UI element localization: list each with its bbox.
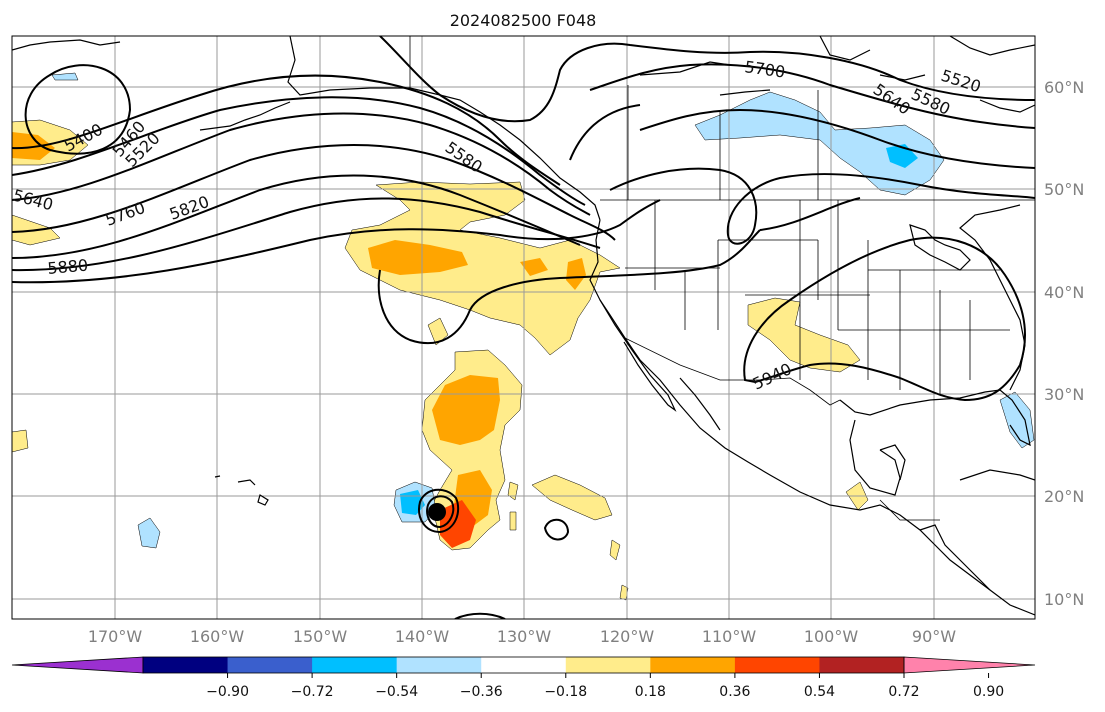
colorbar-extend-high bbox=[903, 656, 1036, 674]
lon-label: 160°W bbox=[190, 627, 245, 646]
positive-anomaly-patch-small-2 bbox=[609, 539, 621, 561]
colorbar-bin bbox=[481, 657, 567, 673]
orange-anomaly-coast-patch bbox=[566, 258, 586, 290]
colorbar-frame bbox=[142, 656, 905, 674]
lat-label: 30°N bbox=[1044, 385, 1084, 404]
red-anomaly-core-hurricane bbox=[440, 500, 476, 548]
colorbar-tick-label: −0.18 bbox=[544, 684, 587, 700]
positive-anomaly-patch-west-edge-2 bbox=[12, 429, 29, 453]
political-borders bbox=[409, 36, 1035, 521]
longitude-labels: 170°W 160°W 150°W 140°W 130°W 120°W 110°… bbox=[88, 627, 956, 646]
colorbar-tick-label: 0.54 bbox=[804, 684, 835, 700]
lon-label: 100°W bbox=[804, 627, 859, 646]
lon-label: 150°W bbox=[293, 627, 348, 646]
negative-anomaly-patch-bering bbox=[51, 72, 79, 81]
colorbar-tick-label: −0.54 bbox=[375, 684, 418, 700]
colorbar-bin bbox=[734, 657, 820, 673]
colorbar-tick-label: 0.18 bbox=[635, 684, 666, 700]
colorbar-bin bbox=[227, 657, 313, 673]
anomaly-shading bbox=[12, 72, 1035, 601]
lat-label: 10°N bbox=[1044, 590, 1084, 609]
lon-label: 90°W bbox=[912, 627, 956, 646]
colorbar-tick-label: 0.90 bbox=[973, 684, 1004, 700]
lat-label: 40°N bbox=[1044, 283, 1084, 302]
lon-label: 110°W bbox=[702, 627, 757, 646]
colorbar-tick-label: −0.72 bbox=[291, 684, 334, 700]
hurricane-center-marker bbox=[428, 503, 446, 521]
colorbar-tick-label: 0.72 bbox=[888, 684, 919, 700]
colorbar-bin bbox=[143, 657, 229, 673]
orange-anomaly-core-subtropical bbox=[432, 375, 500, 445]
negative-anomaly-patch-hawaii bbox=[137, 517, 161, 549]
contour-label: 5880 bbox=[47, 256, 89, 278]
lon-label: 130°W bbox=[497, 627, 552, 646]
colorbar-bin bbox=[312, 657, 398, 673]
colorbar-bin bbox=[819, 657, 905, 673]
lon-label: 140°W bbox=[395, 627, 450, 646]
negative-anomaly-region-canada bbox=[694, 91, 945, 196]
positive-anomaly-patch-small-3 bbox=[619, 584, 629, 601]
height-contours bbox=[12, 36, 1035, 619]
colorbar-bin bbox=[396, 657, 482, 673]
map-frame bbox=[11, 35, 1036, 620]
colorbar-tick-label: −0.90 bbox=[206, 684, 249, 700]
colorbar-bin bbox=[565, 657, 651, 673]
latitude-labels: 60°N 50°N 40°N 30°N 20°N 10°N bbox=[1044, 78, 1084, 609]
graticule bbox=[12, 36, 1035, 619]
orange-anomaly-southwest-us bbox=[800, 345, 850, 368]
positive-anomaly-patch-east-pacific bbox=[531, 474, 613, 521]
colorbar: −0.90 −0.72 −0.54 −0.36 −0.18 0.18 0.36 0.54 0.7… bbox=[11, 656, 1036, 700]
map-panel bbox=[11, 35, 1036, 620]
lon-label: 120°W bbox=[600, 627, 655, 646]
lon-label: 170°W bbox=[88, 627, 143, 646]
figure-title: 2024082500 F048 bbox=[450, 11, 597, 30]
colorbar-tick-label: 0.36 bbox=[719, 684, 750, 700]
negative-anomaly-florida bbox=[999, 391, 1035, 449]
orange-anomaly-small-patch bbox=[520, 258, 548, 276]
colorbar-tick-label: −0.36 bbox=[460, 684, 503, 700]
colorbar-bin bbox=[650, 657, 736, 673]
positive-anomaly-patch-small-4 bbox=[509, 511, 517, 531]
lat-label: 20°N bbox=[1044, 487, 1084, 506]
positive-anomaly-patch-small-1 bbox=[427, 317, 449, 346]
positive-anomaly-region-northeast-pacific bbox=[344, 181, 621, 356]
colorbar-extend-low bbox=[11, 656, 144, 674]
orange-anomaly-core-northeast-pacific bbox=[368, 240, 468, 275]
lat-label: 50°N bbox=[1044, 180, 1084, 199]
lat-label: 60°N bbox=[1044, 78, 1084, 97]
